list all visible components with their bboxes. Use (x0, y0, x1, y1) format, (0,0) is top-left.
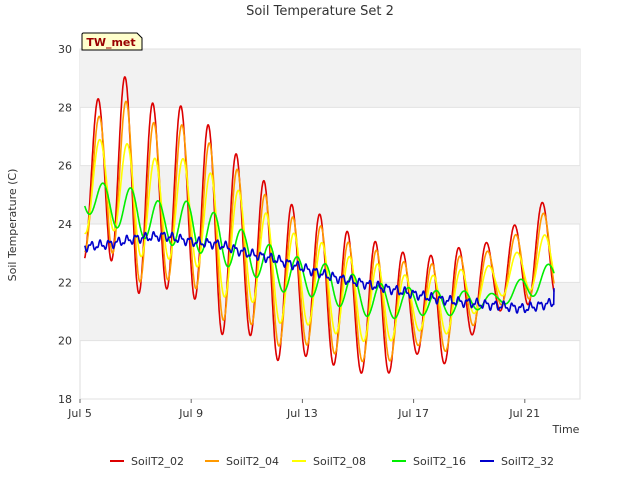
legend-label: SoilT2_04 (226, 455, 279, 468)
y-tick-label: 22 (58, 276, 72, 289)
x-axis-ticks: Jul 5 Jul 9 Jul 13 Jul 17 Jul 21 (67, 399, 540, 420)
y-tick-label: 24 (58, 218, 72, 231)
series-line-soilt2_32 (83, 231, 555, 314)
legend-label: SoilT2_02 (131, 455, 184, 468)
y-tick-label: 18 (58, 393, 72, 406)
x-tick-label: Jul 5 (67, 407, 92, 420)
y-tick-label: 30 (58, 43, 72, 56)
site-badge: TW_met (81, 32, 143, 51)
grid-band (80, 49, 580, 108)
x-tick-label: Jul 21 (508, 407, 540, 420)
series-line-soilt2_08 (84, 138, 555, 343)
grid-band (80, 165, 580, 224)
series-line-soilt2_04 (84, 100, 555, 363)
legend-label: SoilT2_08 (313, 455, 366, 468)
legend-label: SoilT2_16 (413, 455, 466, 468)
y-axis-ticks: 18 20 22 24 26 28 30 (58, 43, 72, 406)
y-tick-label: 28 (58, 101, 72, 114)
series-lines (83, 76, 555, 374)
x-axis-label: Time (552, 423, 580, 436)
x-tick-label: Jul 17 (397, 407, 429, 420)
x-tick-label: Jul 13 (286, 407, 318, 420)
y-axis-label: Soil Temperature (C) (6, 169, 19, 282)
chart-title: Soil Temperature Set 2 (246, 4, 394, 19)
legend-label: SoilT2_32 (501, 455, 554, 468)
y-tick-label: 20 (58, 335, 72, 348)
y-tick-label: 26 (58, 160, 72, 173)
site-label: TW_met (86, 36, 135, 49)
x-tick-label: Jul 9 (178, 407, 203, 420)
legend: SoilT2_02 SoilT2_04 SoilT2_08 SoilT2_16 Soil… (110, 455, 554, 468)
